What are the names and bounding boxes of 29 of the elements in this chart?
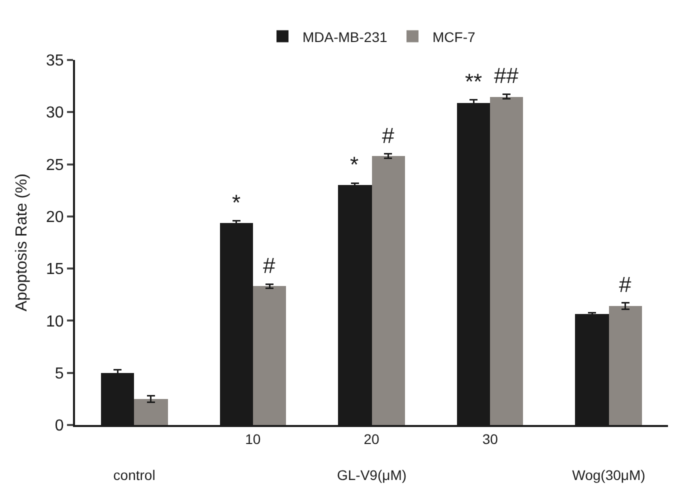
y-tick-label: 30 [46,104,64,122]
x-tick-label: 20 [364,430,380,447]
legend-label: MDA-MB-231 [302,28,388,45]
y-tick-label: 15 [46,261,64,278]
y-axis-title: Apoptosis Rate (%) [13,174,30,312]
bar [134,399,168,425]
data-label: # [382,123,395,148]
bar [609,306,642,425]
y-tick-label: 35 [46,52,64,70]
text: GL-V9(μM) [337,467,407,483]
x-tick-label: Wog(30μM) [572,467,646,484]
x-tick-label: control [113,467,156,484]
legend-label: MCF-7 [432,28,476,45]
y-tick-label: 25 [46,156,64,174]
data-label: # [263,253,276,278]
data-label: * [232,190,241,215]
y-tick-label: 10 [46,313,64,330]
data-label: # [619,272,632,297]
x-tick-label: 30 [482,430,498,447]
bar [490,97,523,425]
data-label: ** [465,69,483,94]
y-tick-label: 5 [54,365,64,382]
bar [253,286,286,425]
data-label: ## [494,63,520,88]
x-tick-label: 10 [245,430,261,447]
data-label: * [350,152,359,177]
bar [372,156,405,425]
y-tick-label: 20 [46,209,64,226]
y-tick-label: 0 [54,418,64,435]
